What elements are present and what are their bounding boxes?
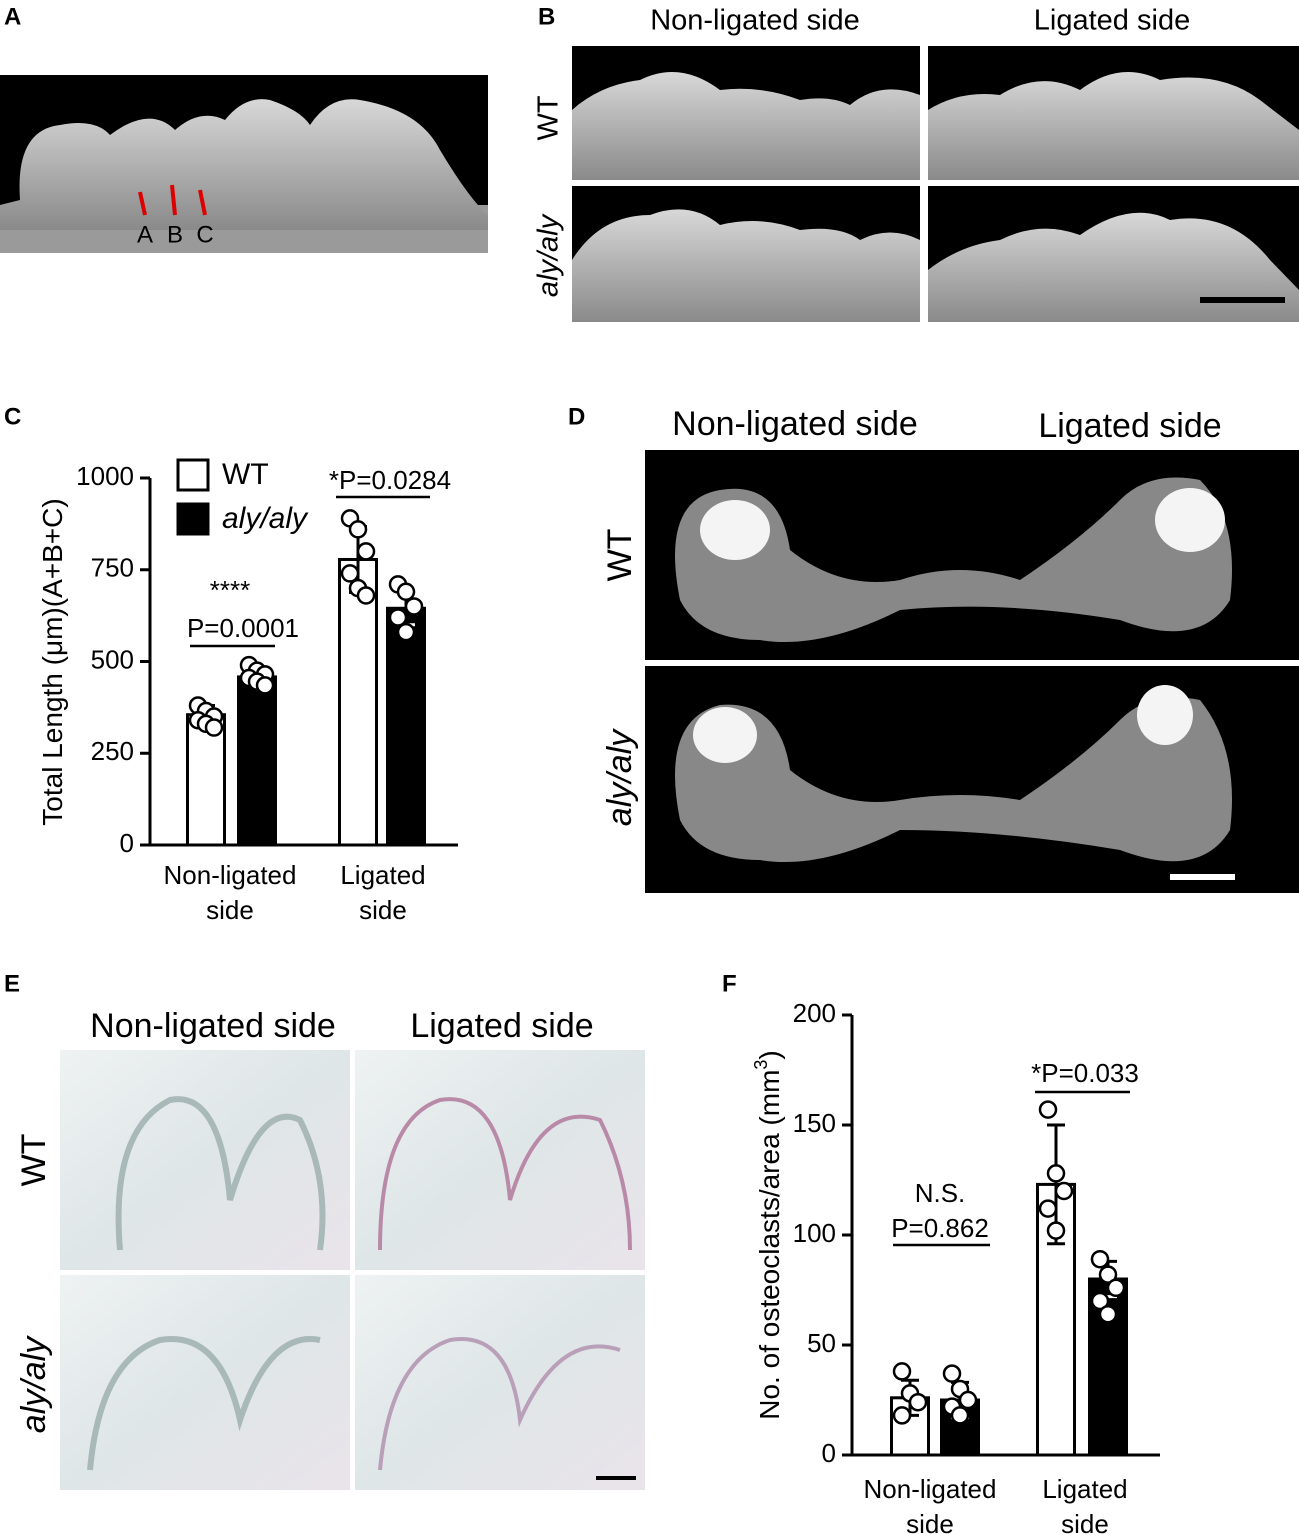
data-point bbox=[255, 676, 275, 695]
column-title: Non-ligated side bbox=[672, 405, 918, 443]
data-point bbox=[396, 622, 416, 642]
legend-swatch bbox=[176, 502, 210, 536]
panel-label: C bbox=[4, 403, 21, 430]
data-point bbox=[1046, 1221, 1066, 1240]
data-point bbox=[1090, 1249, 1110, 1269]
panel-label: B bbox=[538, 3, 555, 30]
y-label-sup: 3 bbox=[751, 1060, 771, 1070]
marker-label: B bbox=[167, 221, 183, 248]
y-tick-label: 0 bbox=[822, 1438, 836, 1468]
legend-label: WT bbox=[222, 458, 269, 491]
x-tick-label: Non-ligated side bbox=[163, 860, 297, 925]
panel-label: A bbox=[4, 3, 21, 30]
bar bbox=[386, 606, 426, 847]
row-title: WT bbox=[601, 529, 639, 582]
data-point bbox=[942, 1364, 962, 1383]
annotation: P=0.862 bbox=[891, 1213, 989, 1243]
data-point bbox=[950, 1406, 970, 1425]
row-title: aly/aly bbox=[15, 1335, 53, 1433]
y-axis-label: No. of osteoclasts/area (mm3) bbox=[751, 1050, 786, 1419]
y-label-suffix: ) bbox=[754, 1050, 785, 1059]
annotation: **** bbox=[210, 575, 250, 605]
data-point bbox=[908, 1392, 928, 1412]
data-point bbox=[340, 564, 360, 583]
panel-label: D bbox=[568, 403, 585, 430]
x-tick-label: Ligated side bbox=[340, 860, 426, 925]
row-title: WT bbox=[15, 1134, 53, 1187]
data-point bbox=[356, 542, 376, 561]
data-point bbox=[1098, 1265, 1118, 1284]
y-label-text: No. of osteoclasts/area (mm bbox=[754, 1070, 785, 1420]
y-tick-label: 200 bbox=[793, 998, 836, 1028]
legend-swatch bbox=[176, 458, 210, 492]
column-title: Ligated side bbox=[410, 1007, 593, 1045]
row-title: WT bbox=[533, 95, 565, 140]
data-point bbox=[958, 1390, 978, 1410]
x-tick-label: Ligated side bbox=[1042, 1474, 1128, 1534]
data-point bbox=[892, 1406, 912, 1425]
data-point bbox=[1038, 1199, 1058, 1218]
histology-grid bbox=[60, 1050, 645, 1490]
data-point bbox=[356, 586, 376, 605]
marker-label: C bbox=[196, 221, 213, 248]
annotation: *P=0.033 bbox=[1031, 1058, 1139, 1088]
annotation: N.S. bbox=[915, 1178, 966, 1208]
panel-label: E bbox=[4, 970, 20, 997]
data-point bbox=[396, 582, 416, 602]
data-point bbox=[892, 1362, 912, 1381]
y-tick-label: 100 bbox=[793, 1218, 836, 1248]
data-point bbox=[1090, 1291, 1110, 1311]
y-axis-label: Total Length (μm)(A+B+C) bbox=[37, 498, 68, 825]
data-point bbox=[1038, 1100, 1058, 1119]
y-tick-label: 1000 bbox=[76, 461, 134, 491]
y-tick-label: 500 bbox=[91, 644, 134, 674]
row-title: aly/aly bbox=[601, 728, 639, 826]
data-point bbox=[1098, 1304, 1118, 1324]
column-title: Non-ligated side bbox=[90, 1007, 336, 1045]
y-tick-label: 0 bbox=[120, 828, 134, 858]
column-title: Ligated side bbox=[1038, 407, 1221, 445]
annotation: P=0.0001 bbox=[187, 613, 299, 643]
micro-ct-grid bbox=[572, 46, 1299, 322]
panel-label: F bbox=[722, 970, 737, 997]
y-tick-label: 250 bbox=[91, 736, 134, 766]
column-title: Ligated side bbox=[1034, 5, 1190, 37]
data-point bbox=[1054, 1181, 1074, 1201]
micro-ct-image: A B C bbox=[0, 75, 488, 253]
data-point bbox=[204, 718, 224, 737]
y-tick-label: 50 bbox=[807, 1328, 836, 1358]
data-point bbox=[1046, 1164, 1066, 1183]
data-point bbox=[404, 597, 424, 616]
column-title: Non-ligated side bbox=[650, 5, 860, 37]
x-tick-label: Non-ligated side bbox=[863, 1474, 997, 1534]
data-point bbox=[388, 608, 408, 627]
y-tick-label: 750 bbox=[91, 553, 134, 583]
row-title: aly/aly bbox=[533, 213, 565, 297]
y-label-text: Total Length (μm)(A+B+C) bbox=[37, 498, 68, 825]
bar bbox=[237, 675, 277, 847]
y-tick-label: 150 bbox=[793, 1108, 836, 1138]
data-point bbox=[1106, 1278, 1126, 1298]
annotation: *P=0.0284 bbox=[329, 465, 451, 495]
data-point bbox=[348, 520, 368, 539]
legend-label: aly/aly bbox=[222, 502, 309, 535]
marker-label: A bbox=[137, 221, 153, 248]
micro-ct-section bbox=[645, 450, 1299, 893]
